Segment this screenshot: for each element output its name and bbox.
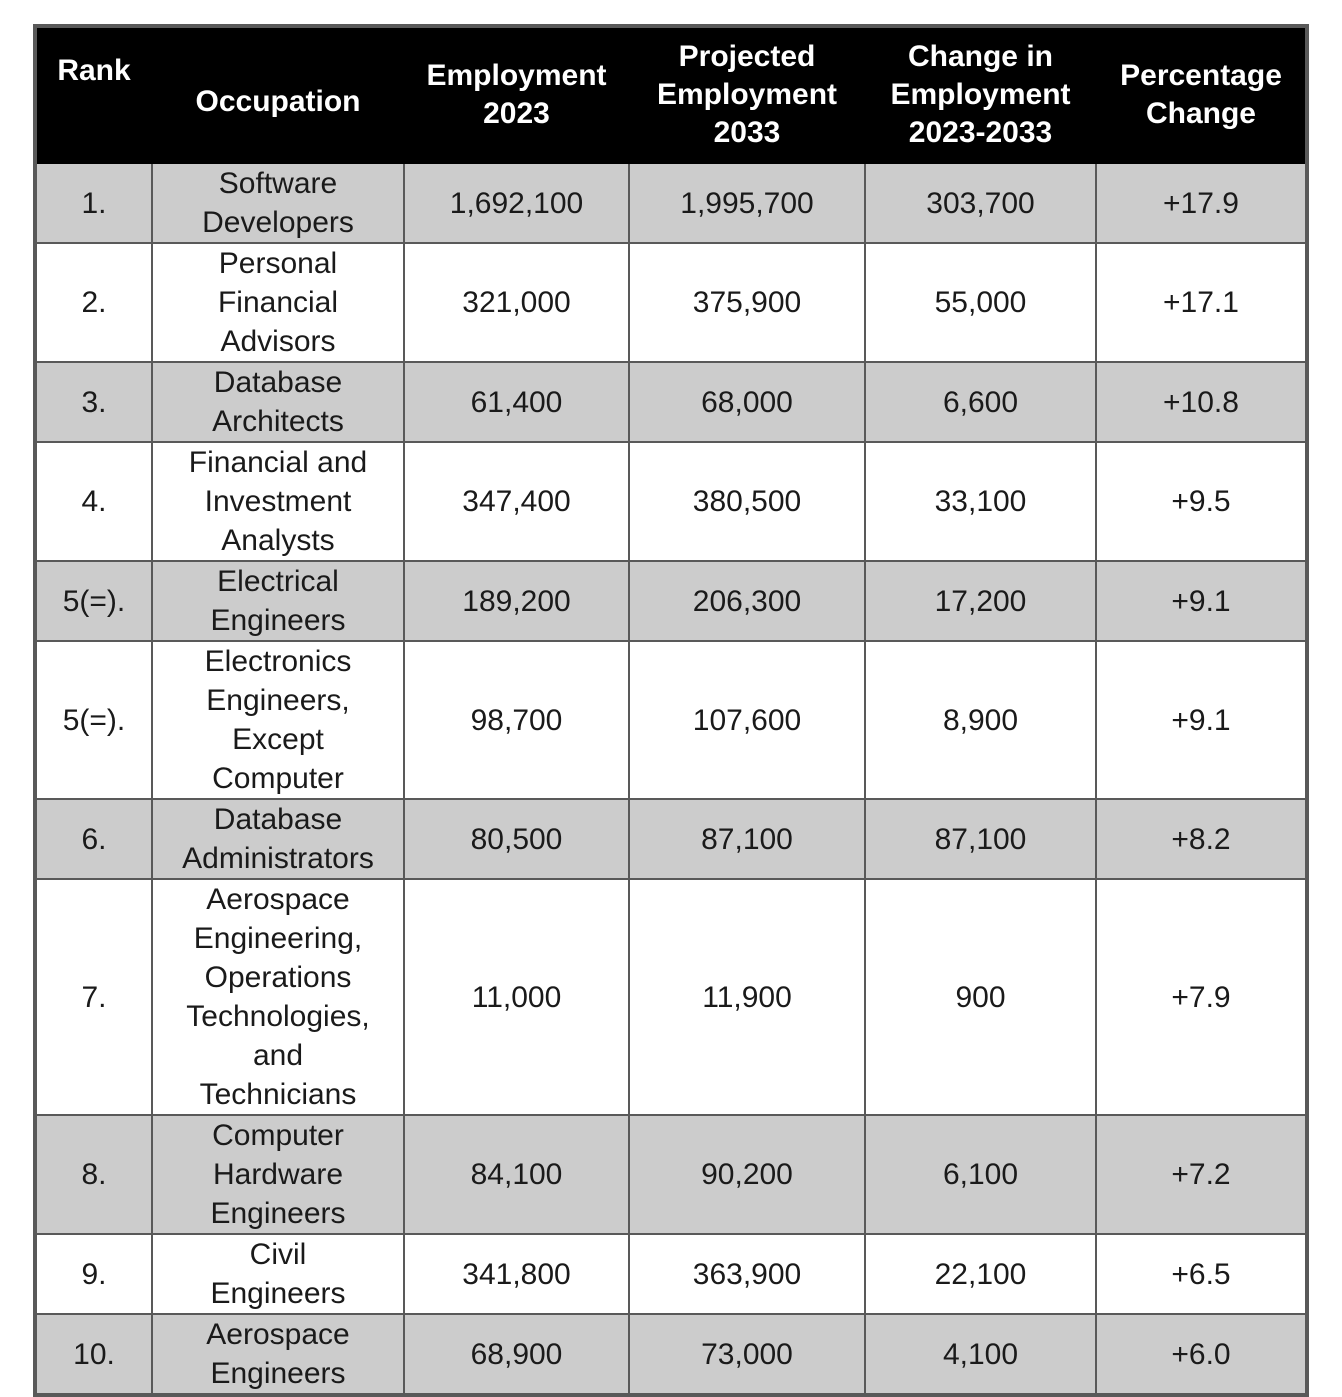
table-row: 10. Aerospace Engineers 68,900 73,000 4,… [34,1313,1308,1396]
cell-percentage-change: +17.1 [1095,242,1308,363]
cell-rank: 10. [34,1313,153,1396]
cell-percentage-change: +9.1 [1095,640,1308,800]
cell-percentage-change: +9.1 [1095,560,1308,642]
column-header-occupation: Occupation [151,25,405,164]
cell-employment-2023: 1,692,100 [403,162,630,244]
table-row: 3. Database Architects 61,400 68,000 6,6… [34,361,1308,443]
cell-employment-2023: 321,000 [403,242,630,363]
table-row: 8. Computer Hardware Engineers 84,100 90… [34,1114,1308,1235]
cell-employment-2023: 80,500 [403,798,630,880]
cell-projected-2033: 206,300 [628,560,866,642]
table-row: 1. Software Developers 1,692,100 1,995,7… [34,162,1308,244]
cell-percentage-change: +7.2 [1095,1114,1308,1235]
cell-occupation: Electrical Engineers [151,560,405,642]
column-header-rank: Rank [34,25,153,164]
cell-change-2023-2033: 6,100 [864,1114,1097,1235]
cell-occupation: Software Developers [151,162,405,244]
header-row: Rank Occupation Employment 2023 Projecte… [34,25,1308,164]
cell-employment-2023: 347,400 [403,441,630,562]
cell-projected-2033: 11,900 [628,878,866,1116]
cell-occupation: Financial and Investment Analysts [151,441,405,562]
cell-change-2023-2033: 22,100 [864,1233,1097,1315]
cell-occupation: Database Architects [151,361,405,443]
cell-change-2023-2033: 900 [864,878,1097,1116]
cell-employment-2023: 189,200 [403,560,630,642]
cell-occupation: Aerospace Engineering, Operations Techno… [151,878,405,1116]
cell-change-2023-2033: 17,200 [864,560,1097,642]
table-row: 2. Personal Financial Advisors 321,000 3… [34,242,1308,363]
employment-projections-table-container: Rank Occupation Employment 2023 Projecte… [33,24,1309,1397]
cell-rank: 5(=). [34,640,153,800]
cell-employment-2023: 68,900 [403,1313,630,1396]
cell-change-2023-2033: 55,000 [864,242,1097,363]
employment-projections-table: Rank Occupation Employment 2023 Projecte… [33,24,1309,1397]
column-header-employment-2023: Employment 2023 [403,25,630,164]
cell-occupation: Electronics Engineers, Except Computer [151,640,405,800]
cell-percentage-change: +8.2 [1095,798,1308,880]
cell-rank: 6. [34,798,153,880]
cell-employment-2023: 61,400 [403,361,630,443]
cell-percentage-change: +6.5 [1095,1233,1308,1315]
cell-change-2023-2033: 6,600 [864,361,1097,443]
cell-rank: 7. [34,878,153,1116]
table-row: 5(=). Electronics Engineers, Except Comp… [34,640,1308,800]
cell-percentage-change: +7.9 [1095,878,1308,1116]
column-header-percentage-change: Percentage Change [1095,25,1308,164]
table-row: 7. Aerospace Engineering, Operations Tec… [34,878,1308,1116]
cell-projected-2033: 1,995,700 [628,162,866,244]
cell-percentage-change: +17.9 [1095,162,1308,244]
column-header-change-2023-2033: Change in Employment 2023-2033 [864,25,1097,164]
cell-percentage-change: +10.8 [1095,361,1308,443]
column-header-projected-2033: Projected Employment 2033 [628,25,866,164]
cell-projected-2033: 375,900 [628,242,866,363]
cell-rank: 1. [34,162,153,244]
table-row: 9. Civil Engineers 341,800 363,900 22,10… [34,1233,1308,1315]
cell-percentage-change: +9.5 [1095,441,1308,562]
cell-change-2023-2033: 33,100 [864,441,1097,562]
cell-rank: 3. [34,361,153,443]
cell-projected-2033: 90,200 [628,1114,866,1235]
cell-rank: 4. [34,441,153,562]
cell-employment-2023: 84,100 [403,1114,630,1235]
cell-employment-2023: 11,000 [403,878,630,1116]
cell-rank: 2. [34,242,153,363]
cell-change-2023-2033: 87,100 [864,798,1097,880]
cell-occupation: Civil Engineers [151,1233,405,1315]
cell-change-2023-2033: 8,900 [864,640,1097,800]
cell-change-2023-2033: 303,700 [864,162,1097,244]
table-row: 4. Financial and Investment Analysts 347… [34,441,1308,562]
cell-projected-2033: 87,100 [628,798,866,880]
cell-projected-2033: 380,500 [628,441,866,562]
cell-projected-2033: 107,600 [628,640,866,800]
cell-occupation: Personal Financial Advisors [151,242,405,363]
cell-employment-2023: 98,700 [403,640,630,800]
cell-percentage-change: +6.0 [1095,1313,1308,1396]
cell-projected-2033: 363,900 [628,1233,866,1315]
cell-projected-2033: 73,000 [628,1313,866,1396]
cell-rank: 8. [34,1114,153,1235]
cell-occupation: Database Administrators [151,798,405,880]
cell-projected-2033: 68,000 [628,361,866,443]
cell-rank: 5(=). [34,560,153,642]
cell-employment-2023: 341,800 [403,1233,630,1315]
table-row: 6. Database Administrators 80,500 87,100… [34,798,1308,880]
cell-change-2023-2033: 4,100 [864,1313,1097,1396]
cell-occupation: Aerospace Engineers [151,1313,405,1396]
cell-occupation: Computer Hardware Engineers [151,1114,405,1235]
table-row: 5(=). Electrical Engineers 189,200 206,3… [34,560,1308,642]
cell-rank: 9. [34,1233,153,1315]
